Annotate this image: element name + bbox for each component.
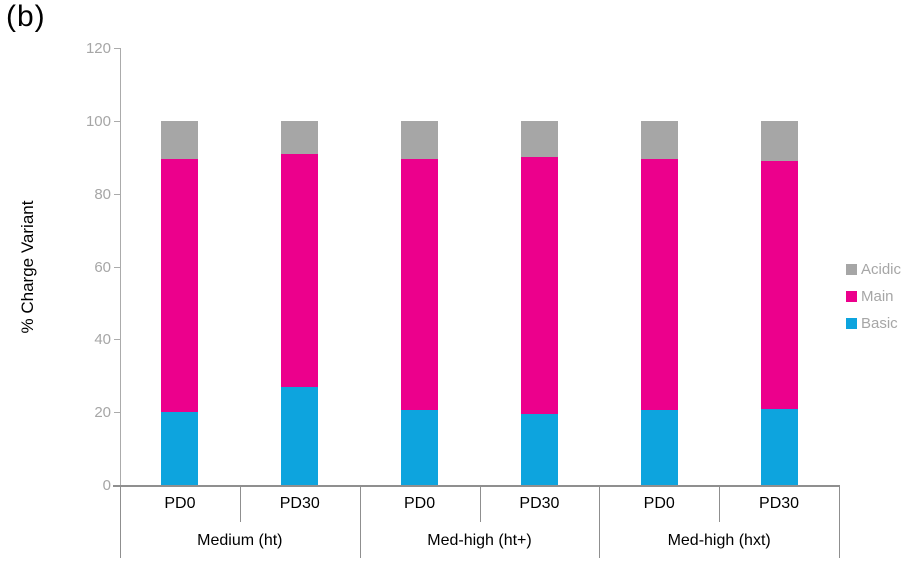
bar-segment-basic (401, 410, 439, 485)
bar-segment-main (161, 159, 199, 413)
legend-item: Main (846, 288, 901, 305)
bar-segment-basic (640, 410, 678, 485)
y-tick-mark (114, 48, 120, 49)
y-tick-mark (114, 193, 120, 195)
group-divider (839, 485, 840, 558)
category-divider (719, 485, 721, 522)
bar-segment-main (401, 159, 439, 411)
legend-label: Main (861, 288, 894, 305)
y-axis-line (120, 48, 121, 485)
y-tick-mark (114, 120, 120, 122)
group-divider (359, 485, 361, 558)
bar-segment-acidic (281, 120, 319, 154)
category-divider (239, 485, 241, 522)
group-label: Medium (ht) (197, 532, 283, 549)
bar-segment-acidic (520, 120, 558, 158)
bar-segment-basic (161, 412, 199, 485)
category-label: PD0 (404, 495, 436, 512)
y-tick-label: 60 (94, 258, 111, 276)
category-label: PD30 (759, 495, 800, 512)
legend-swatch-main (846, 291, 857, 302)
group-divider (599, 485, 601, 558)
bar-segment-acidic (161, 120, 199, 160)
bar-segment-main (281, 153, 319, 387)
legend: Acidic Main Basic (846, 261, 901, 342)
bar-segment-main (520, 157, 558, 414)
bar-segment-acidic (401, 120, 439, 160)
bar-segment-main (760, 160, 798, 409)
bar-segment-main (640, 159, 678, 411)
panel-label: (b) (6, 0, 46, 33)
category-label: PD30 (519, 495, 560, 512)
group-label: Med-high (ht+) (427, 532, 532, 549)
legend-label: Basic (861, 315, 898, 332)
y-tick-label: 40 (94, 331, 111, 349)
legend-item: Basic (846, 315, 901, 332)
bar-segment-basic (520, 413, 558, 485)
bar-segment-basic (760, 408, 798, 485)
y-tick-label: 120 (85, 40, 111, 57)
y-tick-label: 20 (94, 404, 111, 422)
category-label: PD30 (279, 495, 320, 512)
category-label: PD0 (164, 495, 196, 512)
y-tick-mark (114, 266, 120, 268)
y-tick-mark (114, 339, 120, 341)
y-tick-label: 0 (102, 477, 111, 494)
y-tick-label: 100 (85, 112, 111, 130)
x-axis-line (113, 485, 840, 487)
category-label: PD0 (643, 495, 675, 512)
bar-segment-acidic (640, 120, 678, 160)
group-divider (120, 485, 121, 558)
bar-segment-acidic (760, 120, 798, 161)
y-axis-title: % Charge Variant (18, 200, 37, 334)
legend-item: Acidic (846, 261, 901, 278)
legend-swatch-acidic (846, 264, 857, 275)
group-label: Med-high (hxt) (667, 532, 771, 549)
legend-label: Acidic (861, 261, 902, 278)
legend-swatch-basic (846, 318, 857, 329)
y-tick-mark (114, 412, 120, 414)
bar-segment-basic (281, 386, 319, 485)
y-tick-label: 80 (94, 185, 111, 203)
category-divider (479, 485, 481, 522)
